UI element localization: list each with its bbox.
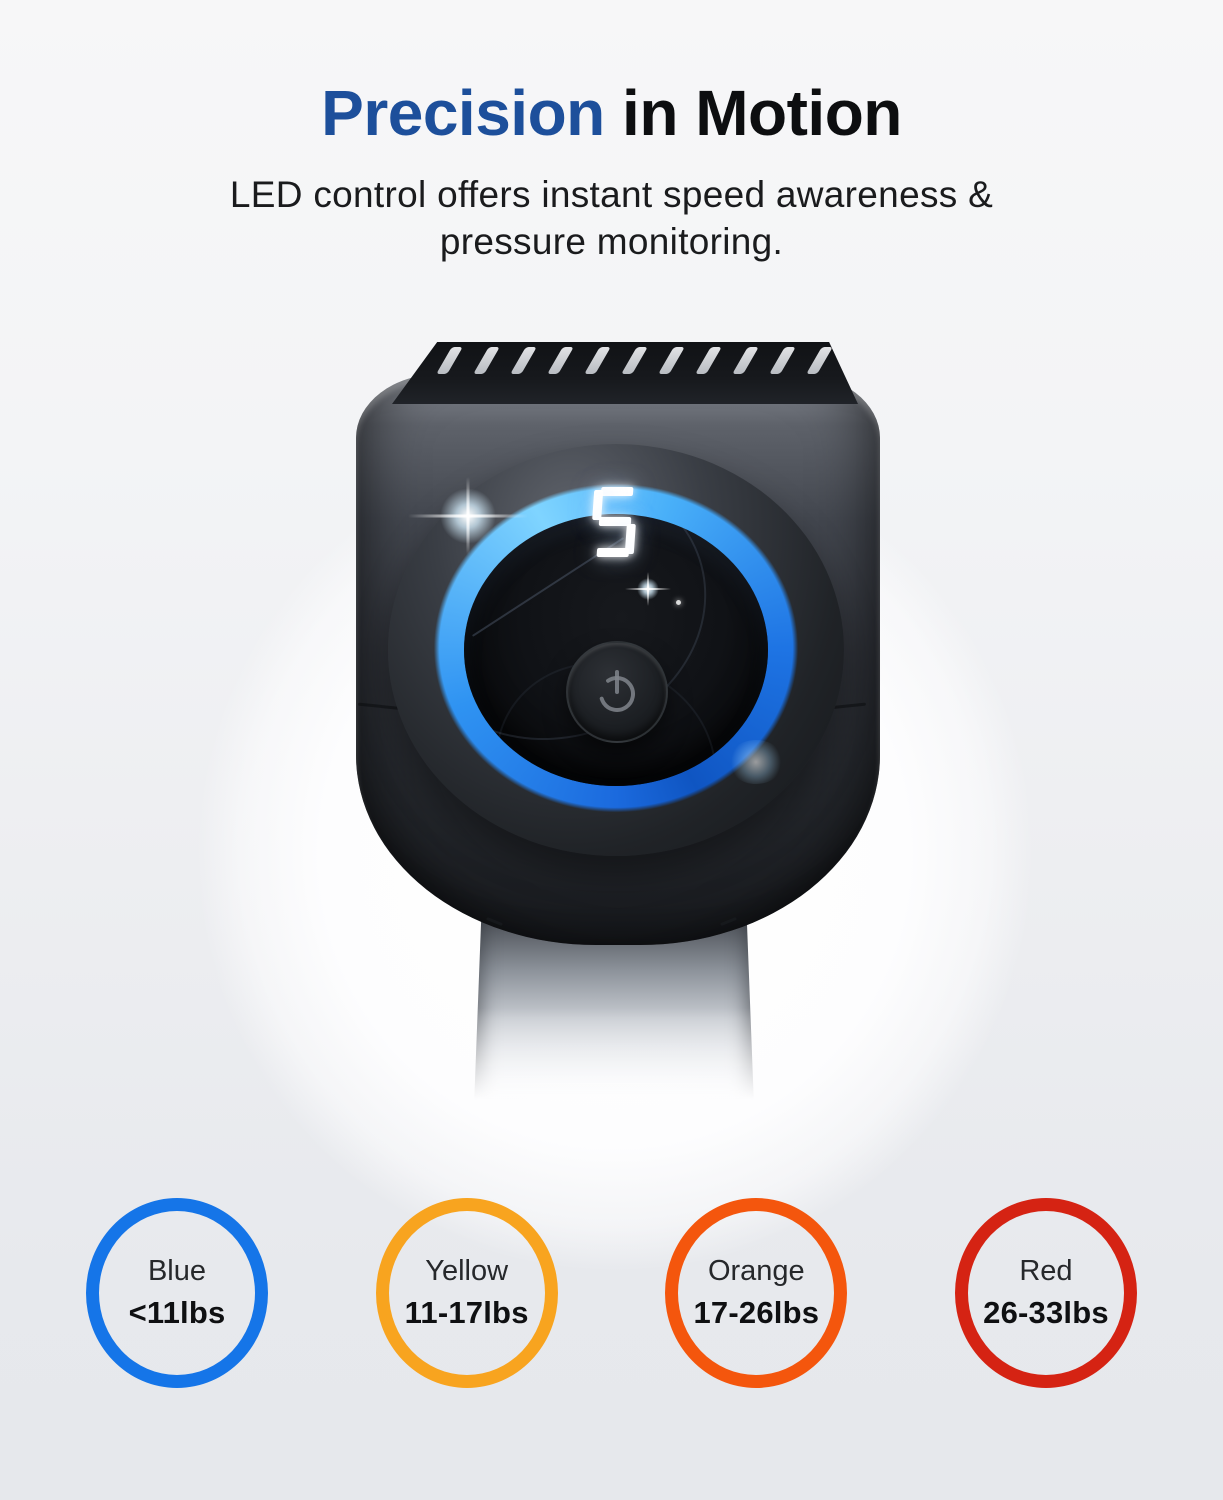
pressure-range: 26-33lbs xyxy=(983,1295,1109,1330)
pressure-range: 17-26lbs xyxy=(693,1295,820,1330)
pressure-circle-red: Red 26-33lbs xyxy=(954,1198,1137,1388)
pressure-range: 11-17lbs xyxy=(404,1295,529,1330)
ring-glint-icon xyxy=(728,740,784,784)
vent-slot xyxy=(769,347,796,374)
vent-slot xyxy=(621,347,648,374)
pressure-circle-orange: Orange 17-26lbs xyxy=(665,1198,848,1388)
vent-slot xyxy=(584,347,611,374)
digit-segment xyxy=(592,490,604,520)
page-title: Precision in Motion xyxy=(0,76,1223,150)
vent-slot xyxy=(732,347,759,374)
digit-segment xyxy=(596,548,630,557)
title-accent: Precision xyxy=(321,77,605,149)
sparkle-dot-icon xyxy=(676,600,681,605)
vent-slot xyxy=(436,347,463,374)
subtitle-line2: pressure monitoring. xyxy=(439,220,784,262)
pressure-label: Blue xyxy=(147,1255,207,1287)
power-icon xyxy=(599,670,635,712)
pressure-range: <11lbs xyxy=(128,1295,226,1330)
subtitle: LED control offers instant speed awarene… xyxy=(0,172,1223,265)
power-button xyxy=(566,641,668,743)
vent-slot xyxy=(806,347,833,374)
speed-level-display xyxy=(590,487,639,557)
pressure-circle-yellow: Yellow 11-17lbs xyxy=(375,1198,558,1388)
vent-slot xyxy=(473,347,500,374)
pressure-circle-blue: Blue <11lbs xyxy=(86,1198,268,1388)
vent-slot xyxy=(658,347,685,374)
vent-cap xyxy=(392,342,858,404)
pressure-label: Orange xyxy=(707,1255,805,1287)
pressure-legend: Blue <11lbs Yellow 11-17lbs Orange 17-26… xyxy=(0,1198,1223,1388)
vent-slot xyxy=(695,347,722,374)
subtitle-line1: LED control offers instant speed awarene… xyxy=(229,174,994,215)
vent-slot xyxy=(547,347,574,374)
pressure-label: Red xyxy=(1019,1255,1073,1287)
vent-slot xyxy=(510,347,537,374)
pressure-label: Yellow xyxy=(425,1255,509,1287)
digit-segment xyxy=(600,487,634,496)
title-rest: in Motion xyxy=(604,77,902,149)
